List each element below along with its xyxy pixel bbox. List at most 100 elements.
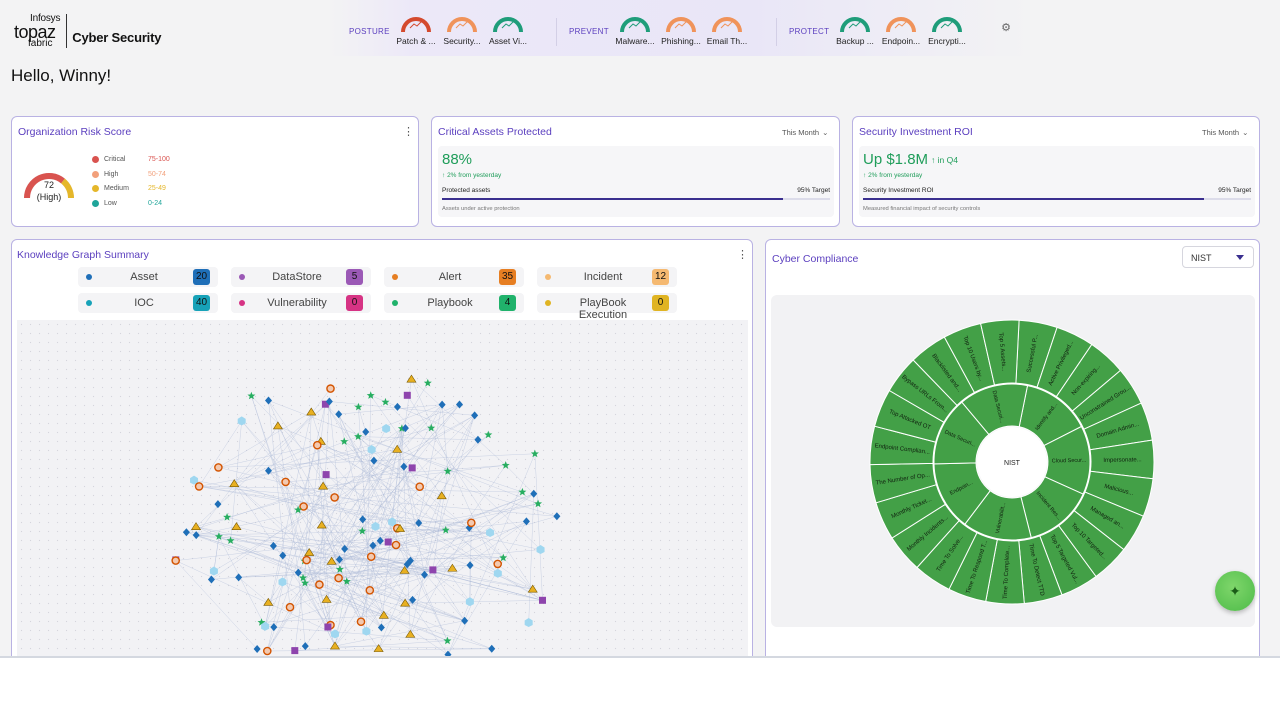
kg-node[interactable]: [397, 424, 406, 432]
kg-node[interactable]: [304, 548, 315, 556]
kg-node[interactable]: [534, 499, 543, 508]
posture-gauge[interactable]: Phishing...: [655, 15, 707, 46]
kg-node[interactable]: [371, 521, 380, 531]
kg-node[interactable]: [325, 397, 333, 406]
kg-node[interactable]: [171, 556, 180, 565]
outer-segment[interactable]: [980, 319, 1020, 386]
kg-node[interactable]: [356, 617, 366, 627]
kg-node[interactable]: [190, 522, 202, 530]
kg-node[interactable]: [257, 618, 266, 626]
kg-node[interactable]: [359, 515, 367, 524]
kg-node[interactable]: [237, 416, 246, 426]
roi-period-select[interactable]: This Month ⌄: [1202, 128, 1248, 137]
kg-filter-chip[interactable]: Asset 20: [78, 267, 218, 287]
kg-node[interactable]: [415, 519, 423, 528]
posture-gauge[interactable]: Encrypti...: [921, 15, 973, 46]
kg-node[interactable]: [421, 570, 429, 579]
kg-node[interactable]: [279, 551, 287, 560]
kg-node[interactable]: [493, 568, 502, 578]
kg-node[interactable]: [441, 525, 450, 534]
kg-node[interactable]: [330, 629, 339, 639]
kg-node[interactable]: [335, 410, 343, 419]
kg-node[interactable]: [530, 489, 538, 498]
kg-node[interactable]: [427, 423, 436, 432]
kg-node[interactable]: [262, 646, 272, 656]
kg-node[interactable]: [366, 552, 376, 561]
kg-node[interactable]: [436, 491, 447, 500]
kg-node[interactable]: [299, 573, 307, 582]
kg-node[interactable]: [362, 626, 371, 636]
kg-node[interactable]: [539, 596, 546, 604]
kg-node[interactable]: [335, 565, 344, 573]
kg-node[interactable]: [399, 565, 410, 574]
kg-node[interactable]: [272, 421, 283, 430]
kg-filter-chip[interactable]: Alert 35: [384, 267, 524, 287]
kg-node[interactable]: [318, 481, 329, 490]
kg-node[interactable]: [235, 573, 243, 582]
kg-node[interactable]: [324, 623, 332, 631]
kg-node[interactable]: [270, 623, 278, 632]
kg-node[interactable]: [226, 536, 235, 544]
kg-node[interactable]: [316, 520, 327, 529]
knowledge-graph-canvas[interactable]: [17, 320, 748, 658]
kg-node[interactable]: [403, 391, 411, 399]
compliance-sunburst[interactable]: Successful P... Active Privileged...Non-e…: [771, 295, 1255, 627]
kg-node[interactable]: [456, 400, 464, 409]
inner-segment[interactable]: [961, 383, 1029, 436]
kg-node[interactable]: [382, 424, 391, 434]
kg-node[interactable]: [391, 540, 401, 550]
kg-node[interactable]: [484, 430, 493, 439]
kg-node[interactable]: [281, 477, 290, 487]
kg-node[interactable]: [518, 487, 527, 496]
gear-icon[interactable]: ⚙: [1001, 22, 1011, 34]
kg-node[interactable]: [365, 585, 375, 595]
kg-node[interactable]: [294, 568, 302, 577]
kg-node[interactable]: [291, 647, 299, 655]
kg-node[interactable]: [530, 449, 539, 458]
kg-filter-chip[interactable]: PlayBook Execution 0: [537, 293, 677, 321]
kg-node[interactable]: [447, 563, 458, 572]
kg-node[interactable]: [214, 463, 223, 472]
kg-node[interactable]: [321, 594, 332, 603]
kg-node[interactable]: [322, 471, 330, 479]
kg-node[interactable]: [444, 650, 452, 658]
kg-node[interactable]: [194, 482, 204, 491]
kg-node[interactable]: [466, 561, 474, 570]
kg-node[interactable]: [231, 522, 242, 530]
posture-gauge[interactable]: Security...: [436, 15, 488, 46]
kg-node[interactable]: [400, 462, 408, 471]
kg-node[interactable]: [366, 391, 375, 399]
kg-node[interactable]: [265, 396, 273, 405]
kg-node[interactable]: [409, 595, 417, 604]
kg-node[interactable]: [522, 517, 530, 526]
kg-node[interactable]: [214, 532, 223, 540]
kg-node[interactable]: [263, 597, 274, 606]
kg-node[interactable]: [408, 464, 416, 472]
kg-node[interactable]: [388, 517, 397, 527]
kg-node[interactable]: [362, 427, 370, 436]
kg-node[interactable]: [340, 437, 349, 445]
sunburst-center[interactable]: [977, 427, 1047, 497]
kg-node[interactable]: [341, 544, 349, 553]
kg-node[interactable]: [302, 555, 311, 565]
kg-node[interactable]: [334, 573, 343, 583]
kg-node[interactable]: [400, 598, 411, 607]
kg-node[interactable]: [501, 461, 510, 469]
kg-filter-chip[interactable]: IOC 40: [78, 293, 218, 313]
kg-node[interactable]: [486, 528, 495, 538]
kg-node[interactable]: [471, 411, 479, 420]
kg-node[interactable]: [312, 440, 322, 450]
kg-node[interactable]: [329, 641, 341, 650]
kg-node[interactable]: [315, 580, 324, 589]
kg-node[interactable]: [223, 513, 232, 521]
posture-gauge[interactable]: Asset Vi...: [482, 15, 534, 46]
kg-node[interactable]: [321, 400, 329, 408]
posture-gauge[interactable]: Patch & ...: [390, 15, 442, 46]
kg-node[interactable]: [192, 531, 200, 540]
posture-gauge[interactable]: Email Th...: [701, 15, 753, 46]
kg-node[interactable]: [499, 553, 508, 562]
kg-node[interactable]: [377, 623, 385, 632]
kg-node[interactable]: [405, 629, 416, 638]
knowledge-graph-svg[interactable]: [17, 320, 748, 658]
kg-node[interactable]: [443, 467, 452, 475]
